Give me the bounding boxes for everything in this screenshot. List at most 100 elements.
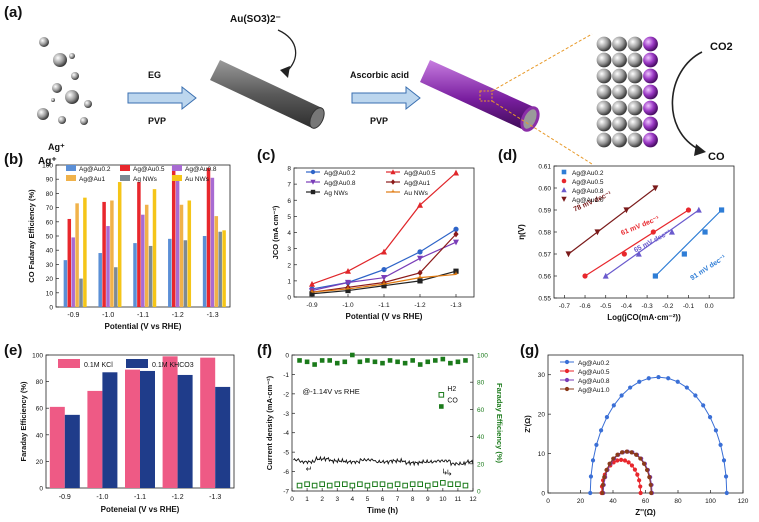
- panel-label-a: (a): [4, 4, 22, 21]
- point-CO: [350, 352, 355, 358]
- bar-Ag@Au0.2: [133, 243, 137, 307]
- y-tick-label: 40: [36, 432, 44, 439]
- ag-atom: [612, 84, 627, 100]
- panel-label-f: (f): [257, 342, 272, 359]
- legend-label: Ag@Au0.8: [578, 378, 610, 385]
- point-Ag@Au0.2: [723, 474, 729, 479]
- x-tick-label: -0.7: [559, 303, 571, 310]
- point-CO: [395, 359, 400, 365]
- x-tick-label: -0.3: [642, 303, 654, 310]
- point-Ag@Au0.2: [693, 393, 698, 398]
- point-Ag@Au0.2: [713, 428, 719, 433]
- x-tick-label: -0.9: [306, 302, 318, 309]
- point-CO: [372, 359, 378, 365]
- point-Ag@Au0.5: [615, 458, 620, 463]
- legend-marker: [564, 377, 570, 383]
- silver-nanoparticle: [52, 83, 62, 93]
- point-CO: [327, 358, 333, 363]
- point-CO: [380, 360, 385, 366]
- y-tick-label: 100: [42, 163, 53, 170]
- point-Ag@Au0.5: [381, 248, 387, 255]
- y-tick-label: -4: [283, 430, 289, 437]
- ag-atom: [596, 36, 612, 52]
- panel-c-chart: 0 1 2 3 4 5 6 7 8 -0.9 -1.0 -1.1 -1.2 -1.3 Ag@Au0.2 Ag@…: [271, 166, 475, 321]
- legend-label: Ag@Au0.5: [133, 166, 165, 173]
- point-Ag@Au0.2: [381, 266, 387, 273]
- point-Ag NWs: [309, 291, 315, 297]
- y2-tick-label: 60: [477, 407, 485, 414]
- point-H2: [311, 482, 318, 489]
- point-CO: [357, 359, 363, 365]
- bar-Ag@Au0.2: [98, 253, 102, 307]
- point-Ag NWs: [417, 278, 423, 284]
- point-Au NWs: [417, 274, 423, 279]
- legend-label: Ag NWs: [324, 190, 349, 197]
- x-tick-label: 20: [577, 498, 585, 505]
- point-H2: [304, 481, 310, 487]
- x-tick-label: 10: [439, 496, 447, 503]
- y-tick-label: 70: [46, 205, 54, 212]
- x-tick-label: -1.1: [378, 302, 390, 309]
- legend-marker: [561, 196, 567, 202]
- point-Ag@Au0.2: [684, 385, 689, 390]
- point-Ag@Au1.0: [607, 461, 612, 466]
- point-Ag@Au1.0: [623, 207, 630, 214]
- bar-0.1M KHCO3: [64, 414, 80, 488]
- point-Ag@Au0.2: [417, 249, 423, 255]
- x-tick-label: 2: [320, 496, 324, 503]
- bar-Ag NWs: [114, 267, 118, 307]
- bar-0.1M KCl: [162, 356, 178, 488]
- y-tick-label: -6: [283, 469, 289, 476]
- bar-Ag@Au1: [179, 204, 184, 307]
- point-CO: [387, 358, 393, 363]
- x-tick-label: -1.3: [450, 302, 462, 309]
- point-Ag@Au1.0: [565, 251, 572, 258]
- point-Ag@Au0.2: [588, 490, 593, 496]
- ag-atom: [627, 36, 643, 52]
- point-Ag@Au0.2: [702, 229, 708, 235]
- core-shell-nanowire: [420, 60, 536, 130]
- panel-label-b: (b): [4, 151, 23, 168]
- point-Ag@Au0.8: [668, 228, 675, 235]
- y-tick-label: 20: [538, 412, 546, 419]
- bar-Au NWs: [187, 200, 192, 307]
- x-axis-label: Time (h): [367, 506, 398, 515]
- point-CO: [319, 358, 325, 363]
- silver-nanoparticle: [37, 108, 49, 120]
- point-H2: [341, 481, 348, 487]
- point-Ag@Au0.2: [701, 403, 706, 408]
- legend-label: Ag@Au0.5: [404, 170, 436, 177]
- y2-tick-label: 100: [477, 353, 488, 360]
- silver-nanoparticle: [58, 116, 66, 124]
- point-Ag@Au0.2: [718, 442, 723, 447]
- ag-atom: [627, 116, 643, 132]
- x-axis-label: Z''(Ω): [635, 508, 656, 517]
- ag-atom: [627, 84, 643, 100]
- x-tick-label: 120: [738, 498, 749, 505]
- point-Ag@Au0.2: [453, 226, 459, 232]
- legend-label: Au NWs: [404, 190, 429, 197]
- y-tick-label: 0.58: [538, 230, 551, 237]
- point-CO: [448, 360, 453, 366]
- point-Ag@Au0.2: [724, 490, 729, 496]
- co-label: CO: [708, 151, 725, 163]
- bar-Ag@Au0.5: [102, 201, 106, 307]
- x-tick-label: 0: [290, 496, 294, 503]
- legend-label: Ag@Au1.0: [578, 387, 610, 394]
- ag-atom: [612, 68, 627, 84]
- bar-Au NWs: [83, 197, 87, 307]
- silver-nanoparticle: [71, 72, 79, 80]
- x-tick-label: 9: [426, 496, 430, 503]
- point-Ag@Au0.8: [417, 255, 423, 262]
- legend-marker: [438, 392, 445, 398]
- bar-Ag NWs: [183, 240, 188, 307]
- point-Ag@Au0.2: [611, 403, 616, 408]
- panel-label-c: (c): [257, 147, 275, 164]
- y-tick-label: 0: [285, 353, 289, 360]
- x-tick-label: 4: [351, 496, 355, 503]
- ag-atom: [612, 132, 627, 148]
- y-tick-label: -5: [283, 450, 289, 457]
- legend-label: Ag@Au0.5: [572, 179, 604, 186]
- point-Ag@Au0.2: [646, 376, 651, 381]
- y-tick-label: 40: [46, 248, 54, 255]
